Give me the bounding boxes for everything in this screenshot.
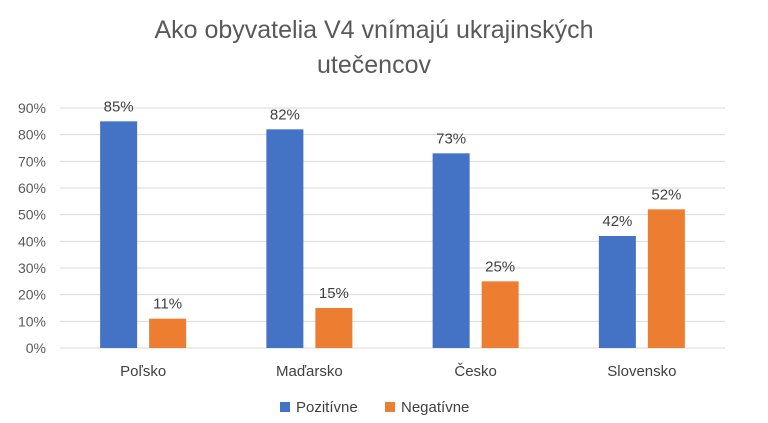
data-label: 11% [153,296,182,313]
data-label: 42% [602,213,632,230]
y-tick-label: 20% [18,287,46,303]
bar-positive-1 [266,129,304,348]
bar-negative-2 [481,281,519,348]
x-tick-label: Česko [454,363,497,380]
bar-positive-3 [598,236,636,348]
legend-swatch-negative [385,402,395,412]
y-tick-label: 70% [18,153,46,169]
y-tick-label: 0% [26,340,46,356]
data-labels: 85% 11% 82% 15% 73% 25% 42% 52% [104,98,682,312]
chart-title-line-1: Ako obyvatelia V4 vnímajú ukrajinských [154,16,593,44]
legend-label-negative: Negatívne [401,399,469,416]
y-tick-label: 40% [18,233,46,249]
x-tick-label: Poľsko [120,363,166,380]
data-label: 15% [319,285,349,302]
data-label: 82% [270,106,300,123]
x-tick-label: Maďarsko [276,363,343,380]
y-tick-label: 10% [18,313,46,329]
bar-negative-3 [647,209,685,348]
data-label: 73% [436,130,466,147]
legend-label-positive: Pozitívne [296,399,358,416]
y-tick-label: 60% [18,180,46,196]
y-tick-label: 50% [18,207,46,223]
data-label: 85% [104,98,134,115]
y-tick-label: 80% [18,127,46,143]
y-tick-label: 90% [18,100,46,116]
y-axis-tick-labels: 0% 10% 20% 30% 40% 50% 60% 70% 80% 90% [18,100,46,356]
y-tick-label: 30% [18,260,46,276]
chart-title: Ako obyvatelia V4 vnímajú ukrajinských u… [154,16,593,79]
bar-positive-2 [432,153,470,348]
legend-swatch-positive [280,402,290,412]
bars [100,121,685,348]
data-label: 52% [651,186,681,203]
x-tick-label: Slovensko [607,363,676,380]
bar-negative-0 [149,318,187,348]
legend: Pozitívne Negatívne [280,399,469,416]
x-axis: Poľsko Maďarsko Česko Slovensko [120,363,676,380]
chart-title-line-2: utečencov [317,51,431,79]
bar-positive-0 [100,121,138,348]
data-label: 25% [485,258,515,275]
bar-negative-1 [315,308,353,348]
